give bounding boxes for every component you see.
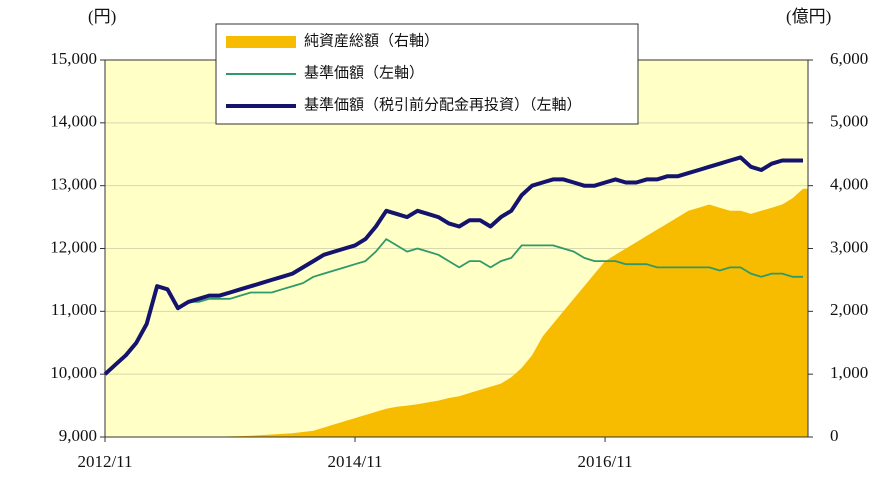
- y2-tick-label: 4,000: [830, 175, 868, 194]
- y-tick-label: 13,000: [50, 175, 97, 194]
- line: [104, 238, 803, 375]
- legend: 純資産総額（右軸） 基準価額（左軸） 基準価額（税引前分配金再投資）（左軸）: [215, 23, 639, 125]
- x-tick-label: 2016/11: [578, 452, 633, 471]
- y-tick-label: 9,000: [59, 426, 97, 445]
- line: [103, 155, 803, 376]
- y-tick-label: 14,000: [50, 112, 97, 131]
- y2-tick-label: 5,000: [830, 112, 868, 131]
- legend-label: 基準価額（左軸）: [304, 64, 424, 81]
- y2-tick-label: 3,000: [830, 237, 868, 256]
- x-tick-label: 2014/11: [327, 452, 382, 471]
- y-tick-label: 12,000: [50, 237, 97, 256]
- legend-label: 基準価額（税引前分配金再投資）（左軸）: [304, 96, 582, 113]
- y2-tick-label: 6,000: [830, 49, 868, 68]
- y-tick-label: 10,000: [50, 363, 97, 382]
- x-tick-label: 2012/11: [77, 452, 132, 471]
- y2-tick-label: 1,000: [830, 363, 868, 382]
- legend-swatch: [226, 36, 296, 48]
- y2-tick-label: 0: [830, 426, 839, 445]
- y-axis-title: (円): [88, 7, 116, 26]
- area: [105, 188, 808, 437]
- y2-tick-label: 2,000: [830, 300, 868, 319]
- y-tick-label: 11,000: [51, 300, 97, 319]
- y2-axis-title: (億円): [786, 7, 831, 26]
- y-tick-label: 15,000: [50, 49, 97, 68]
- legend-label: 純資産総額（右軸）: [304, 32, 439, 49]
